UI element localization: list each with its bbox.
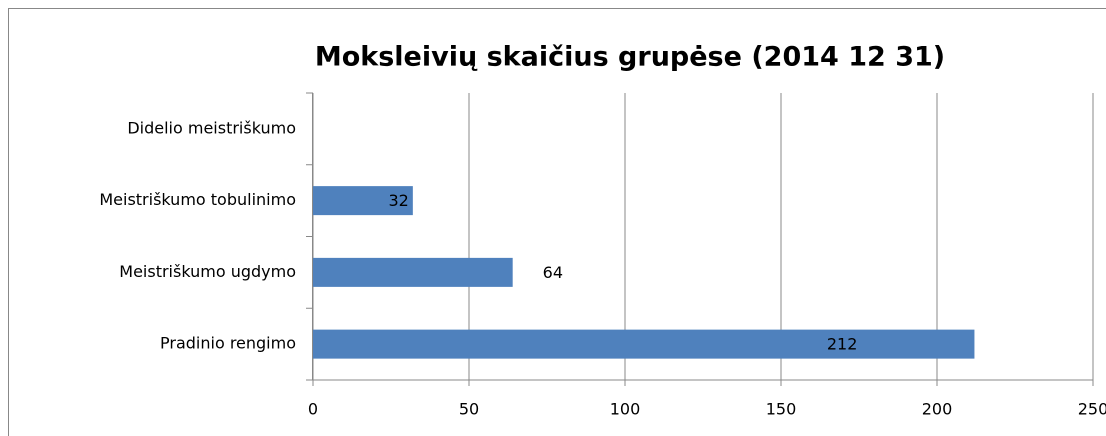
chart-title: Moksleivių skaičius grupėse (2014 12 31) — [315, 42, 945, 73]
chart-border — [8, 8, 1106, 436]
data-label: 212 — [827, 335, 858, 354]
x-tick-label: 200 — [922, 400, 953, 419]
x-tick-label: 100 — [610, 400, 641, 419]
x-tick-label: 250 — [1078, 400, 1106, 419]
data-label: 32 — [388, 191, 408, 210]
bar — [313, 329, 975, 359]
data-label: 64 — [543, 263, 563, 282]
bar — [313, 186, 413, 216]
y-tick-label: Pradinio rengimo — [160, 334, 296, 353]
y-tick-label: Didelio meistriškumo — [127, 118, 296, 137]
bar — [313, 257, 513, 287]
x-tick-label: 50 — [459, 400, 479, 419]
x-tick-label: 0 — [308, 400, 318, 419]
y-tick-label: Meistriškumo ugdymo — [119, 262, 296, 281]
x-tick-label: 150 — [766, 400, 797, 419]
y-tick-label: Meistriškumo tobulinimo — [99, 190, 296, 209]
